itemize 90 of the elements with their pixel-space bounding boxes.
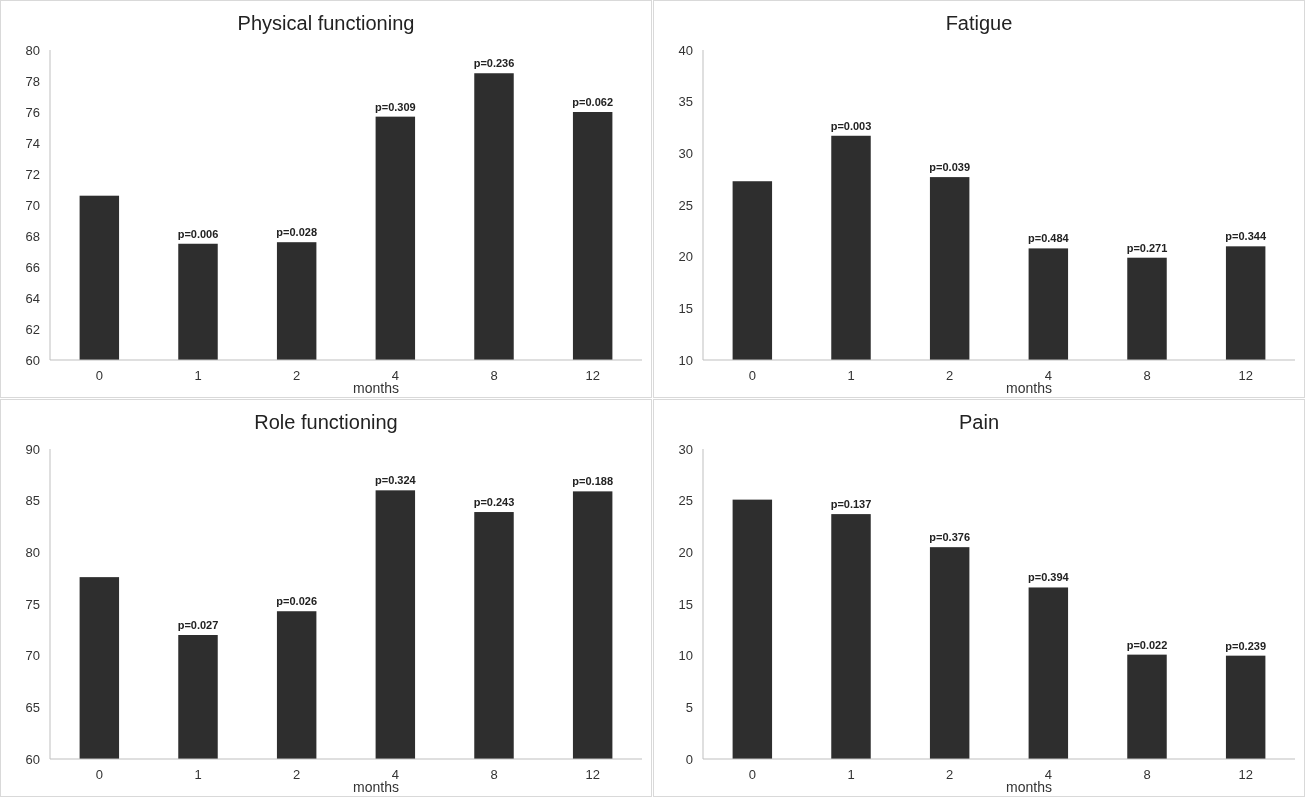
annotation: p=0.309 [375,100,416,113]
x-axis-title: months [1006,779,1052,795]
annotation: p=0.003 [830,119,872,132]
y-tick-label: 60 [25,352,40,368]
y-tick-label: 5 [685,699,693,715]
y-tick-label: 68 [25,228,40,244]
x-tick-label: 4 [1044,767,1052,782]
chart-title: Physical functioning [237,12,415,34]
annotation: p=0.026 [276,595,317,608]
annotation: p=0.022 [1126,638,1168,651]
annotation: p=0.236 [473,57,515,70]
annotation: p=0.376 [929,531,970,544]
y-tick-label: 60 [25,751,40,767]
y-tick-label: 74 [25,135,40,151]
y-tick-label: 35 [678,94,693,110]
chart-title: Fatigue [945,12,1013,34]
y-tick-label: 65 [25,699,40,715]
y-tick-label: 70 [25,197,40,213]
y-tick-label: 10 [678,648,693,664]
y-tick-label: 66 [25,259,40,275]
y-tick-label: 76 [25,104,40,120]
x-axis-title: months [1006,380,1052,396]
y-tick-label: 90 [25,441,40,457]
x-tick-label: 1 [847,767,855,782]
y-tick-label: 80 [25,42,40,58]
bar [732,499,773,759]
annotation: p=0.344 [1225,230,1267,243]
x-tick-label: 0 [748,767,756,782]
x-tick-label: 8 [1143,368,1151,383]
annotation: p=0.039 [929,161,970,174]
bar [831,514,871,759]
y-tick-label: 62 [25,321,40,337]
y-tick-label: 10 [678,352,693,368]
x-tick-label: 0 [95,767,103,782]
y-tick-label: 25 [678,493,693,509]
x-tick-label: 2 [293,368,301,383]
x-axis-title: months [353,779,399,795]
x-tick-label: 0 [95,368,103,383]
x-tick-label: 12 [585,368,600,383]
y-tick-label: 64 [25,290,40,306]
y-tick-label: 70 [25,648,40,664]
annotation: p=0.484 [1028,232,1070,245]
annotation: p=0.239 [1225,639,1266,652]
annotation: p=0.137 [830,498,872,511]
chart-title: Role functioning [254,411,398,433]
x-tick-label: 1 [194,368,202,383]
x-tick-label: 2 [946,767,954,782]
bar [1028,587,1069,759]
y-tick-label: 30 [678,441,693,457]
x-tick-label: 1 [194,767,202,782]
bar [1127,654,1167,759]
y-tick-label: 20 [678,249,693,265]
y-tick-label: 75 [25,596,40,612]
x-tick-label: 4 [391,368,399,383]
x-tick-label: 2 [293,767,301,782]
x-axis-title: months [353,380,399,396]
annotation: p=0.394 [1028,571,1070,584]
y-tick-label: 40 [678,42,693,58]
y-tick-label: 78 [25,73,40,89]
x-tick-label: 12 [1238,767,1253,782]
y-tick-label: 30 [678,145,693,161]
annotation: p=0.062 [572,96,613,108]
y-tick-label: 15 [678,300,693,316]
x-tick-label: 12 [585,767,600,782]
x-tick-label: 0 [748,368,756,383]
annotation: p=0.243 [473,496,515,509]
y-tick-label: 85 [25,493,40,509]
x-tick-label: 8 [1143,767,1151,782]
x-tick-label: 8 [490,368,498,383]
y-tick-label: 72 [25,166,40,182]
x-tick-label: 8 [490,767,498,782]
bar [929,547,970,759]
y-tick-label: 80 [25,544,40,560]
annotation: p=0.188 [572,475,613,488]
annotation: p=0.271 [1126,241,1168,254]
y-tick-label: 15 [678,596,693,612]
x-tick-label: 1 [847,368,855,383]
chart-title: Pain [958,411,1000,433]
x-tick-label: 12 [1238,368,1253,383]
annotation: p=0.028 [276,226,317,239]
y-tick-label: 0 [685,751,693,767]
annotation: p=0.027 [177,619,219,631]
y-tick-label: 25 [678,197,693,213]
x-tick-label: 4 [1044,368,1052,383]
bar [1225,655,1266,759]
y-tick-label: 20 [678,544,693,560]
x-tick-label: 4 [391,767,399,782]
x-tick-label: 2 [946,368,954,383]
annotation: p=0.006 [177,227,219,240]
annotation: p=0.324 [375,474,417,487]
